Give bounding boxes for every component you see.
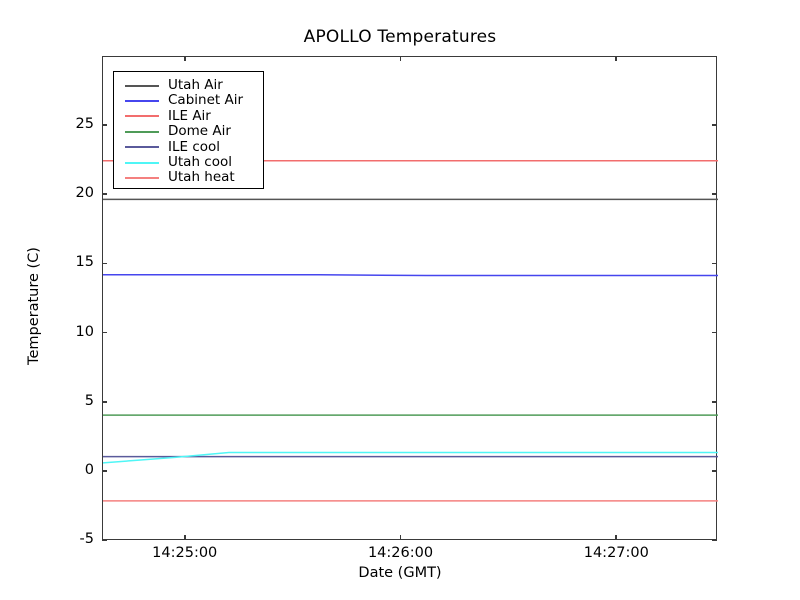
y-tick-mark [102,539,107,541]
chart-title: APOLLO Temperatures [303,27,497,47]
legend-item-label: ILE cool [168,138,221,155]
y-tick-mark [102,331,107,334]
y-tick-label: 25 [75,116,94,133]
y-tick-label: 0 [84,461,94,478]
x-tick-label: 14:26:00 [367,545,434,561]
y-tick-mark [102,400,107,403]
legend-color-swatch [125,84,159,87]
x-tick-mark-top [399,56,402,61]
legend-item[interactable]: Utah Air [114,77,263,93]
x-tick-mark [183,535,186,540]
x-tick-mark [615,535,618,540]
legend-item-label: Cabinet Air [168,92,244,109]
legend-item-label: Dome Air [168,123,231,140]
y-tick-label: -5 [79,531,94,547]
y-tick-label: 10 [75,323,94,340]
series-line [103,275,718,276]
x-tick-label: 14:25:00 [152,545,218,561]
x-axis-label: Date (GMT) [358,565,442,581]
y-tick-mark [102,193,107,196]
legend-item[interactable]: Utah heat [114,169,263,186]
legend-item[interactable]: ILE cool [114,138,263,155]
legend-color-swatch [125,146,159,149]
y-tick-label: 20 [75,185,94,202]
y-tick-mark-right [712,470,717,472]
legend-color-swatch [125,177,159,180]
legend-item[interactable]: Dome Air [114,123,263,140]
x-tick-mark-top [615,56,618,61]
legend-item[interactable]: ILE Air [114,107,263,124]
y-tick-mark-right [712,124,717,126]
y-tick-mark-right [712,262,717,265]
x-tick-label: 14:27:00 [583,545,649,561]
y-tick-mark-right [712,539,717,541]
y-tick-mark-right [712,400,717,403]
legend-item-label: Utah heat [168,169,235,186]
y-tick-mark [102,262,107,265]
legend-item-label: ILE Air [168,107,211,124]
y-tick-mark [102,470,107,472]
y-tick-label: 15 [75,254,94,271]
legend-color-swatch [125,161,159,164]
legend-item-label: Utah cool [168,153,232,170]
legend-color-swatch [125,100,159,103]
legend-item[interactable]: Utah cool [114,153,263,170]
y-tick-mark-right [712,331,717,334]
legend-color-swatch [125,130,159,133]
legend-color-swatch [125,115,159,118]
y-tick-label: 5 [84,392,94,409]
legend-item[interactable]: Cabinet Air [114,92,263,109]
plot-lines-svg [103,57,718,541]
legend-item-label: Utah Air [168,77,223,93]
y-axis-label: Temperature (C) [26,247,42,365]
chart-legend[interactable]: Utah Air Cabinet Air ILE Air Dome Air ILE co… [113,71,264,189]
x-tick-mark [399,535,402,540]
y-tick-mark-right [712,193,717,196]
x-tick-mark-top [183,56,186,61]
series-line [103,453,718,463]
y-tick-mark [102,124,107,126]
